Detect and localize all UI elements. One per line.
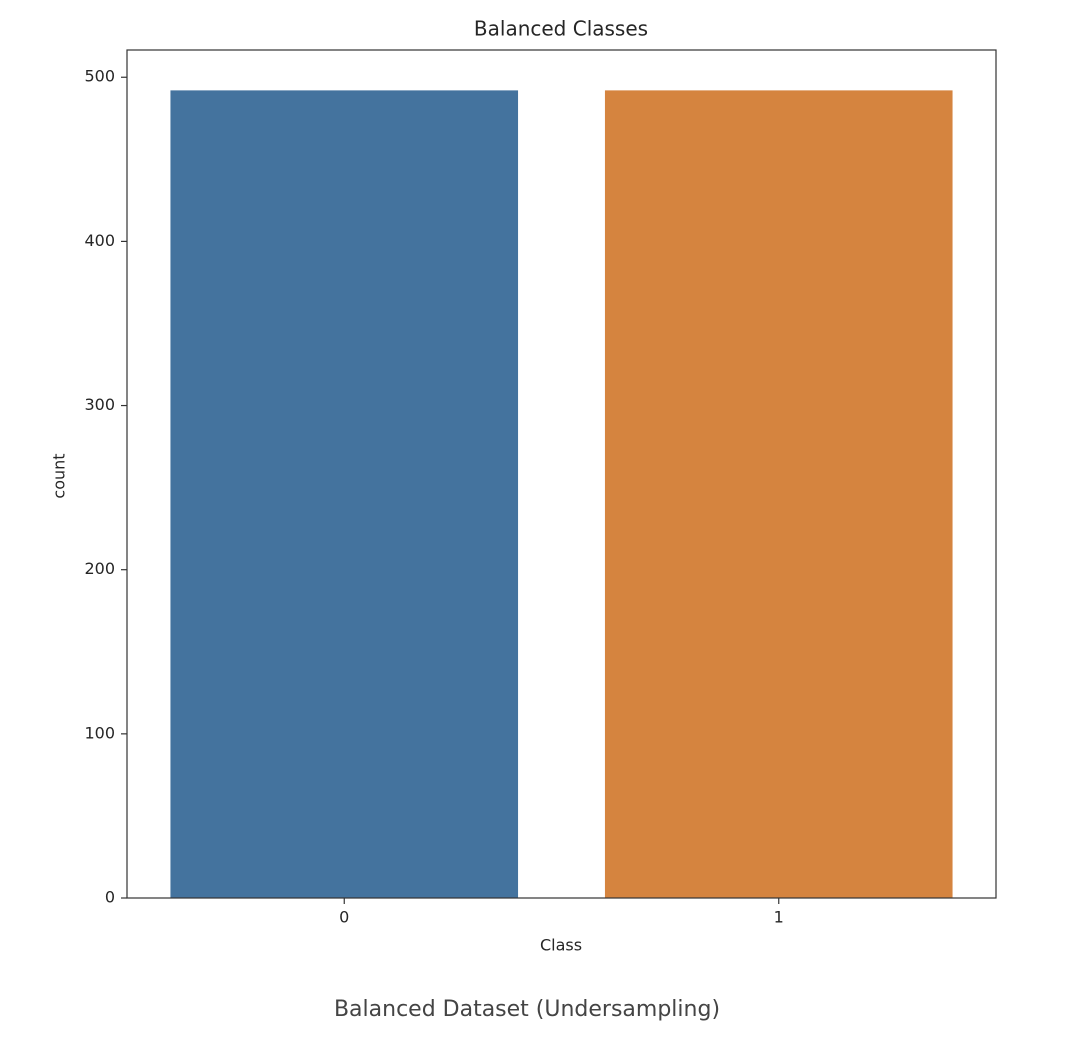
x-tick-label: 1 [774, 908, 784, 927]
y-tick-label: 200 [84, 559, 115, 578]
axes-frame [126, 49, 997, 899]
bar [604, 90, 953, 898]
y-tick-label: 0 [105, 888, 115, 907]
bar [170, 90, 519, 898]
y-tick-label: 100 [84, 723, 115, 742]
plot-area: 0 100 200 300 400 500 0 1 [84, 67, 953, 927]
y-tick-label: 500 [84, 67, 115, 86]
y-tick-label: 300 [84, 395, 115, 414]
chart-title: Balanced Classes [474, 17, 648, 41]
y-axis-label: count [50, 453, 69, 498]
x-tick-label: 0 [339, 908, 349, 927]
y-tick-label: 400 [84, 231, 115, 250]
x-axis-label: Class [540, 936, 582, 955]
caption: Balanced Dataset (Undersampling) [334, 997, 720, 1022]
